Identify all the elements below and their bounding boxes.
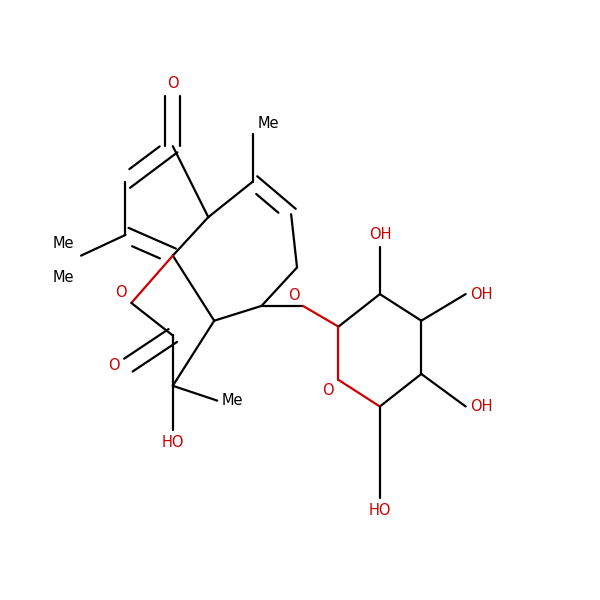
Text: O: O xyxy=(167,76,179,91)
Text: Me: Me xyxy=(52,271,74,286)
Text: HO: HO xyxy=(161,435,184,450)
Text: OH: OH xyxy=(470,399,493,414)
Text: O: O xyxy=(115,285,127,300)
Text: OH: OH xyxy=(368,227,391,242)
Text: O: O xyxy=(108,358,119,373)
Text: Me: Me xyxy=(52,236,74,251)
Text: O: O xyxy=(289,288,300,303)
Text: Me: Me xyxy=(257,116,279,131)
Text: OH: OH xyxy=(470,287,493,302)
Text: O: O xyxy=(322,383,334,398)
Text: Me: Me xyxy=(222,393,244,408)
Text: HO: HO xyxy=(368,503,391,518)
